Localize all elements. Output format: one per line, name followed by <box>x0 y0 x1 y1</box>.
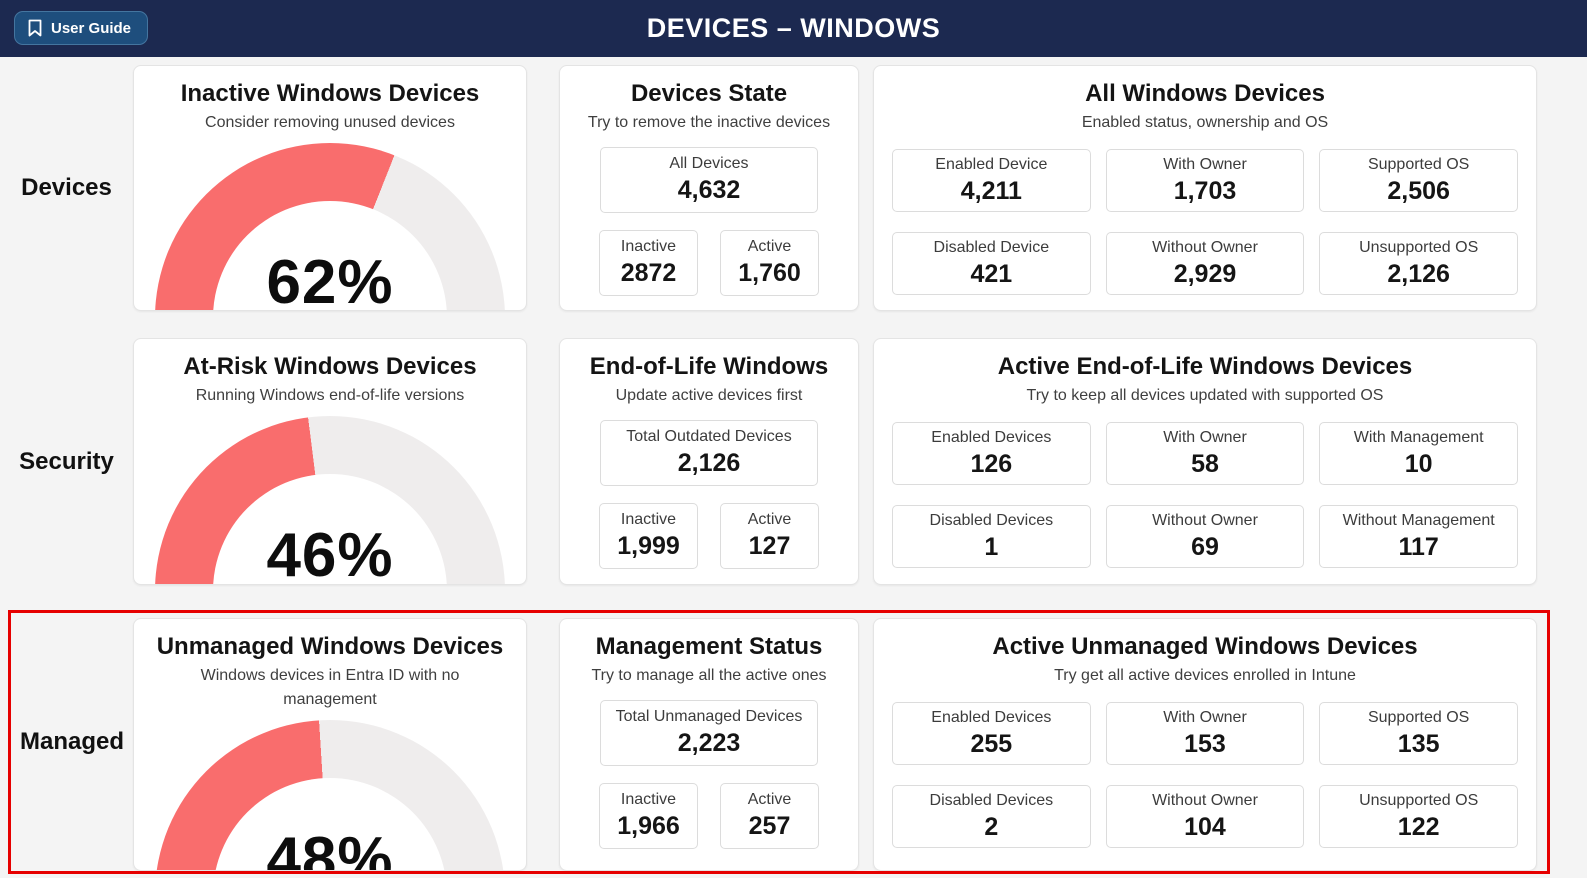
card-subtitle: Try to keep all devices updated with sup… <box>1026 387 1384 404</box>
card-title: Devices State <box>630 80 788 107</box>
stat-box-supported-os: Supported OS 2,506 <box>1319 149 1518 212</box>
inactive-devices-gauge: 62% <box>155 143 505 311</box>
card-subtitle: Running Windows end-of-life versions <box>195 387 465 404</box>
stat-box-total-unmanaged: Total Unmanaged Devices 2,223 <box>600 700 818 766</box>
user-guide-button[interactable]: User Guide <box>14 11 149 45</box>
management-status-card: Management Status Try to manage all the … <box>559 618 859 871</box>
card-title: Management Status <box>595 633 823 660</box>
card-subtitle: Windows devices in Entra ID with no mana… <box>200 667 460 708</box>
stat-box-unsupported-os: Unsupported OS 122 <box>1319 785 1518 848</box>
managed-row-highlight: Managed Unmanaged Windows Devices Window… <box>8 610 1550 874</box>
stat-box-active: Active 127 <box>720 503 819 569</box>
page-title: DEVICES – WINDOWS <box>646 13 941 43</box>
stat-box-enabled-devices: Enabled Devices 255 <box>892 702 1091 765</box>
stat-box-active: Active 257 <box>720 783 819 849</box>
active-eol-devices-card: Active End-of-Life Windows Devices Try t… <box>873 338 1537 585</box>
active-unmanaged-devices-card: Active Unmanaged Windows Devices Try get… <box>873 618 1537 871</box>
stat-box-with-owner: With Owner 153 <box>1105 702 1305 765</box>
stat-box-disabled-devices: Disabled Devices 2 <box>892 785 1091 848</box>
stat-box-disabled-device: Disabled Device 421 <box>892 232 1091 295</box>
stat-box-active: Active 1,760 <box>720 230 819 296</box>
gauge-percent: 48% <box>266 825 394 871</box>
row-label-devices: Devices <box>21 174 112 201</box>
app-header: User Guide DEVICES – WINDOWS <box>0 0 1587 57</box>
card-subtitle: Update active devices first <box>615 387 803 404</box>
at-risk-devices-gauge: 46% <box>155 416 505 585</box>
card-title: All Windows Devices <box>1085 80 1325 107</box>
card-subtitle: Consider removing unused devices <box>205 114 455 131</box>
card-title: Active Unmanaged Windows Devices <box>992 633 1418 660</box>
card-subtitle: Try to manage all the active ones <box>591 667 827 684</box>
stat-box-without-owner: Without Owner 2,929 <box>1105 232 1305 295</box>
stat-box-inactive: Inactive 1,999 <box>599 503 698 569</box>
devices-state-card: Devices State Try to remove the inactive… <box>559 65 859 311</box>
card-title: Unmanaged Windows Devices <box>156 633 504 660</box>
at-risk-devices-gauge-card: At-Risk Windows Devices Running Windows … <box>133 338 527 585</box>
row-label-managed: Managed <box>19 728 124 755</box>
all-windows-devices-card: All Windows Devices Enabled status, owne… <box>873 65 1537 311</box>
stat-box-all-devices: All Devices 4,632 <box>600 147 818 213</box>
gauge-percent: 62% <box>266 248 394 311</box>
stat-box-enabled-device: Enabled Device 4,211 <box>892 149 1091 212</box>
stat-box-with-owner: With Owner 58 <box>1105 422 1305 485</box>
stat-box-inactive: Inactive 1,966 <box>599 783 698 849</box>
card-title: At-Risk Windows Devices <box>183 353 477 380</box>
stat-box-total-outdated: Total Outdated Devices 2,126 <box>600 420 818 486</box>
stat-box-without-management: Without Management 117 <box>1319 505 1518 568</box>
stat-box-without-owner: Without Owner 104 <box>1105 785 1305 848</box>
row-managed: Managed Unmanaged Windows Devices Window… <box>11 613 1547 871</box>
unmanaged-devices-gauge: 48% <box>155 720 505 871</box>
card-title: End-of-Life Windows <box>589 353 829 380</box>
stat-box-unsupported-os: Unsupported OS 2,126 <box>1319 232 1518 295</box>
card-subtitle: Try to remove the inactive devices <box>587 114 831 131</box>
stat-box-inactive: Inactive 2872 <box>599 230 698 296</box>
stat-box-with-management: With Management 10 <box>1319 422 1518 485</box>
card-subtitle: Try get all active devices enrolled in I… <box>1054 667 1356 684</box>
user-guide-label: User Guide <box>51 19 132 37</box>
gauge-percent: 46% <box>266 521 394 585</box>
stat-box-disabled-devices: Disabled Devices 1 <box>892 505 1091 568</box>
stat-box-enabled-devices: Enabled Devices 126 <box>892 422 1091 485</box>
row-label-security: Security <box>19 447 114 475</box>
unmanaged-devices-gauge-card: Unmanaged Windows Devices Windows device… <box>133 618 527 871</box>
card-title: Inactive Windows Devices <box>180 80 480 107</box>
inactive-devices-gauge-card: Inactive Windows Devices Consider removi… <box>133 65 527 311</box>
row-security: Security At-Risk Windows Devices Running… <box>0 338 1587 585</box>
stat-box-supported-os: Supported OS 135 <box>1319 702 1518 765</box>
end-of-life-windows-card: End-of-Life Windows Update active device… <box>559 338 859 585</box>
stat-box-with-owner: With Owner 1,703 <box>1105 149 1305 212</box>
card-title: Active End-of-Life Windows Devices <box>997 353 1413 380</box>
dashboard: Devices Inactive Windows Devices Conside… <box>0 65 1587 874</box>
bookmark-icon <box>27 19 43 37</box>
card-subtitle: Enabled status, ownership and OS <box>1081 114 1329 131</box>
stat-box-without-owner: Without Owner 69 <box>1105 505 1305 568</box>
row-devices: Devices Inactive Windows Devices Conside… <box>0 65 1587 311</box>
